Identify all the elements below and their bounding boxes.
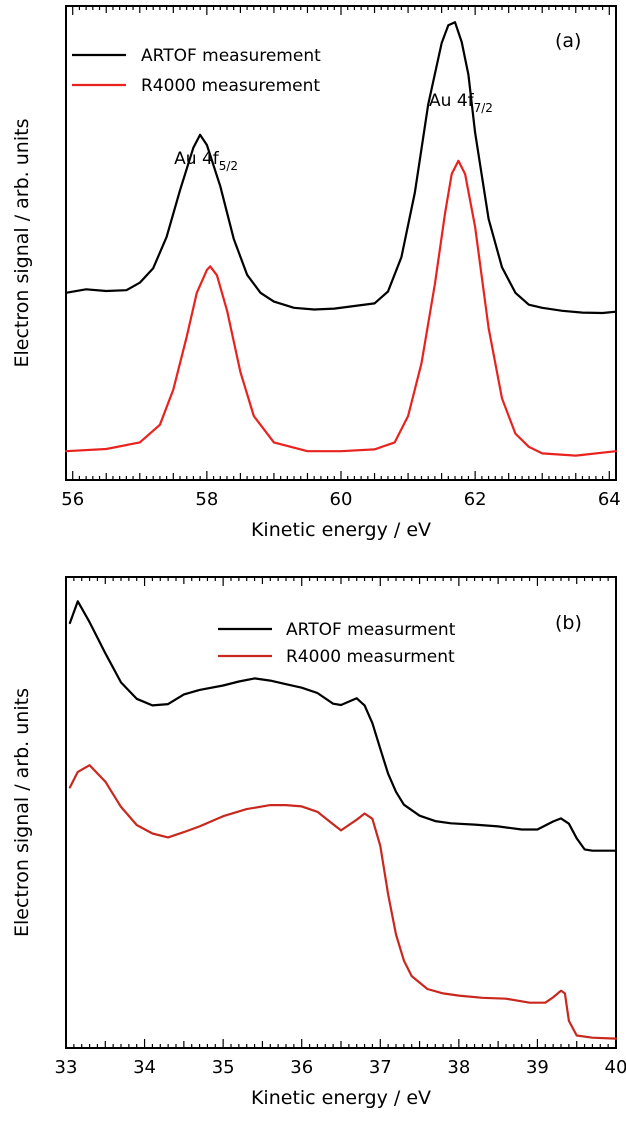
panel-a-x-tick-label: 56 [61,489,84,510]
panel-a-legend-label-1: ARTOF measurement [141,46,321,66]
panel-b-x-tick-label: 34 [133,1057,156,1078]
panel-a-peak-annotation-main: Au 4f [174,149,220,169]
panel-b-x-tick-label: 38 [447,1057,470,1078]
panel-a-peak-annotation-subscript: 7/2 [474,101,493,115]
panel-b-x-tick-label: 40 [605,1057,626,1078]
panel-a-peak-annotation-main: Au 4f [429,91,475,111]
panel-b-series-line-1 [68,600,618,852]
panel-b-panel-label: (b) [555,612,582,634]
panel-b-x-tick-label: 36 [290,1057,313,1078]
panel-a-peak-annotation-subscript: 5/2 [219,159,238,173]
panel-a-x-tick-label: 58 [195,489,218,510]
panel-a-x-tick-label: 64 [598,489,621,510]
panel-a-y-axis-title: Electron signal / arb. units [11,119,33,368]
panel-b-x-axis-title: Kinetic energy / eV [251,1087,431,1109]
panel-a-peak-annotation-1: Au 4f5/2 [174,149,238,173]
panel-a-peak-annotation-2: Au 4f7/2 [429,91,493,115]
panel-a-x-axis-title: Kinetic energy / eV [251,519,431,541]
panel-b-x-tick-label: 35 [212,1057,235,1078]
panel-b-y-axis-title: Electron signal / arb. units [11,688,33,937]
panel-a-group: 56 58 60 62 64 Kinetic energy / eV Electron si… [11,5,621,541]
panel-a-series-line-2 [64,159,618,457]
panel-b-legend-label-1: ARTOF measurment [286,620,456,640]
panel-b-series-line-2 [68,764,618,1040]
panel-a-panel-label: (a) [555,30,581,52]
panel-b-x-tick-label: 33 [55,1057,78,1078]
panel-a-x-tick-label: 62 [464,489,487,510]
panel-b-group: 33 34 35 36 37 38 39 40 Kinetic energy / eV Elect… [11,576,626,1109]
panel-b-x-tick-label: 37 [369,1057,392,1078]
panel-a-legend-label-2: R4000 measurement [141,76,320,96]
panel-b-x-tick-label: 39 [526,1057,549,1078]
panel-a-series-line-1 [64,21,618,315]
panel-b-legend-label-2: R4000 measurment [286,647,455,667]
panel-a-x-tick-label: 60 [330,489,353,510]
